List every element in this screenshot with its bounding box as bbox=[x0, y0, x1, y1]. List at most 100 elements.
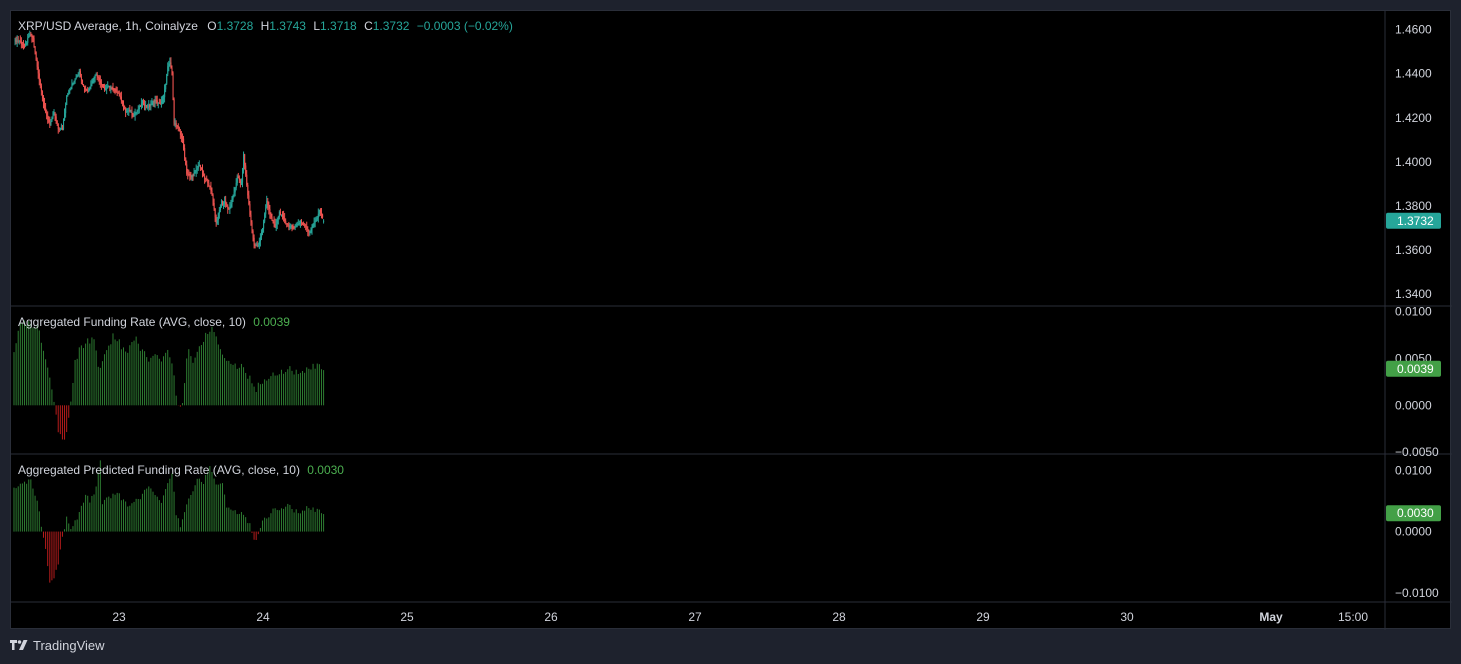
candle-body bbox=[102, 84, 104, 87]
candle-body bbox=[165, 83, 167, 90]
time-axis: 23 24 25 26 27 28 29 30 May 15:00 bbox=[112, 610, 1368, 624]
indicator-last-value-label: 0.0039 bbox=[1397, 362, 1434, 376]
candle-body bbox=[302, 222, 304, 224]
candle-body bbox=[35, 52, 37, 60]
candle-body bbox=[164, 89, 166, 98]
candle-body bbox=[188, 174, 190, 176]
candle-body bbox=[99, 80, 101, 84]
candle-body bbox=[315, 219, 317, 222]
candle-body bbox=[134, 114, 136, 116]
candle-body bbox=[64, 113, 66, 121]
candle-body bbox=[154, 99, 156, 103]
change-value: −0.0003 (−0.02%) bbox=[416, 19, 513, 33]
candle-body bbox=[75, 77, 77, 79]
tradingview-logo-icon bbox=[10, 639, 28, 650]
time-tick-label: May bbox=[1259, 610, 1283, 624]
candle-body bbox=[40, 85, 42, 92]
indicator-tick-label: 0.0000 bbox=[1395, 525, 1432, 539]
candle-body bbox=[162, 98, 164, 102]
last-price-label: 1.3732 bbox=[1397, 214, 1434, 228]
close-value: 1.3732 bbox=[372, 19, 410, 33]
candle-body bbox=[78, 70, 80, 75]
tradingview-brand[interactable]: TradingView bbox=[10, 638, 105, 653]
candle-body bbox=[168, 63, 170, 67]
candle-body bbox=[299, 221, 302, 223]
candle-body bbox=[137, 109, 139, 111]
candle-body bbox=[223, 202, 225, 205]
candle-body bbox=[153, 101, 155, 103]
candle-body bbox=[44, 103, 46, 109]
candle-body bbox=[306, 226, 308, 230]
price-tick-label: 1.3400 bbox=[1395, 287, 1432, 301]
candle-body bbox=[216, 220, 218, 224]
candle-body bbox=[119, 96, 121, 98]
chart-frame[interactable]: 1.4600 1.4400 1.4200 1.4000 1.3800 1.3600 1.34… bbox=[10, 10, 1452, 630]
candle-body bbox=[115, 89, 117, 92]
candle-body bbox=[205, 178, 207, 180]
candle-body bbox=[212, 194, 214, 203]
candle-body bbox=[34, 46, 36, 53]
price-axis: 1.4600 1.4400 1.4200 1.4000 1.3800 1.3600 1.34… bbox=[1386, 23, 1441, 301]
price-tick-label: 1.3600 bbox=[1395, 243, 1432, 257]
candle-body bbox=[136, 109, 138, 113]
candle-body bbox=[89, 86, 91, 89]
candle-body bbox=[159, 103, 161, 105]
candle-body bbox=[288, 225, 290, 228]
candle-body bbox=[157, 102, 159, 104]
predicted-legend: Aggregated Predicted Funding Rate (AVG, … bbox=[18, 463, 344, 477]
predicted-legend-label: Aggregated Predicted Funding Rate (AVG, … bbox=[18, 463, 300, 477]
candle-body bbox=[261, 231, 263, 238]
price-legend: XRP/USD Average, 1h, Coinalyze O1.3728 H… bbox=[18, 19, 513, 33]
candle-body bbox=[74, 78, 76, 82]
candle-body bbox=[226, 204, 228, 206]
candle-body bbox=[21, 44, 24, 46]
open-label: O bbox=[207, 19, 217, 33]
candle-body bbox=[179, 131, 181, 135]
candle-body bbox=[232, 195, 234, 200]
candle-body bbox=[106, 88, 108, 90]
candle-body bbox=[278, 212, 280, 217]
candle-body bbox=[187, 173, 189, 175]
candle-body bbox=[273, 221, 275, 224]
candle-body bbox=[167, 66, 169, 75]
candle-body bbox=[118, 93, 120, 97]
candle-body bbox=[230, 204, 232, 207]
candle-body bbox=[313, 222, 315, 227]
candle-body bbox=[284, 218, 286, 222]
candle-body bbox=[26, 42, 28, 44]
candle-body bbox=[235, 182, 237, 188]
candle-body bbox=[66, 96, 68, 106]
candle-body bbox=[268, 204, 270, 210]
candle-body bbox=[177, 126, 179, 128]
candle-body bbox=[79, 70, 81, 77]
chart-canvas[interactable]: 1.4600 1.4400 1.4200 1.4000 1.3800 1.3600 1.34… bbox=[11, 11, 1452, 630]
candle-body bbox=[90, 84, 92, 87]
candle-body bbox=[314, 221, 316, 223]
price-tick-label: 1.4600 bbox=[1395, 23, 1432, 37]
candle-body bbox=[318, 209, 320, 214]
candle-body bbox=[175, 123, 177, 126]
indicator-last-value-tag bbox=[1386, 360, 1441, 377]
candle-body bbox=[50, 121, 52, 126]
candle-body bbox=[47, 115, 49, 120]
candle-body bbox=[291, 226, 293, 228]
candle-body bbox=[156, 100, 158, 104]
candle-body bbox=[128, 109, 130, 111]
open-value: 1.3728 bbox=[216, 19, 254, 33]
funding-legend: Aggregated Funding Rate (AVG, close, 10)… bbox=[18, 315, 290, 329]
candle-body bbox=[206, 178, 208, 180]
candle-body bbox=[31, 34, 33, 38]
candle-body bbox=[138, 106, 140, 110]
candle-body bbox=[189, 174, 191, 176]
time-tick-label: 24 bbox=[256, 610, 270, 624]
candle-body bbox=[113, 88, 115, 90]
candle-body bbox=[33, 38, 35, 47]
candle-body bbox=[68, 90, 70, 95]
candle-body bbox=[204, 175, 206, 179]
candle-body bbox=[93, 77, 95, 79]
candle-body bbox=[250, 214, 252, 223]
candle-body bbox=[23, 45, 25, 47]
candle-body bbox=[69, 89, 71, 91]
indicator-tick-label: 0.0100 bbox=[1395, 463, 1432, 477]
candle-body bbox=[229, 206, 231, 210]
